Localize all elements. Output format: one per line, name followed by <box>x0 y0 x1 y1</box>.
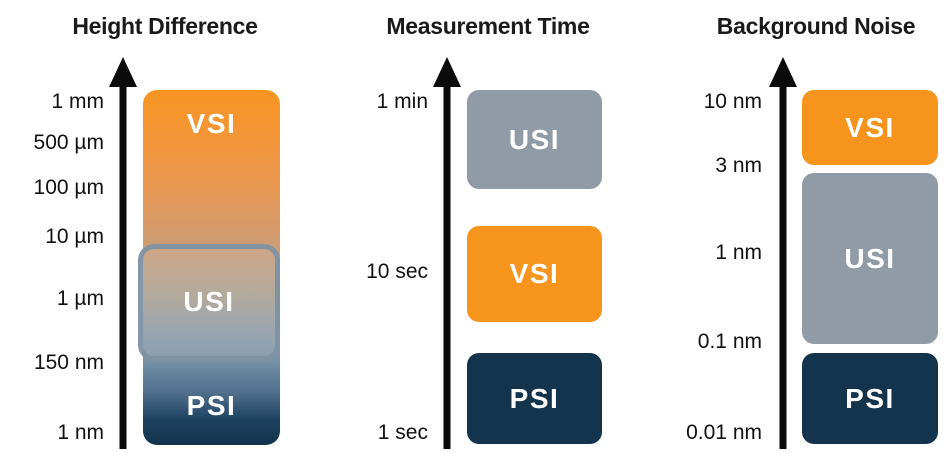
panel-title-background-noise: Background Noise <box>716 13 916 39</box>
axis-up-arrow-icon <box>769 57 797 449</box>
axis-tick-label: 10 µm <box>45 225 104 248</box>
usi-block: USI <box>802 173 938 344</box>
panel-title-measurement-time: Measurement Time <box>386 13 590 39</box>
axis-tick-label: 0.01 nm <box>686 421 762 444</box>
axis-tick-label: 1 nm <box>57 421 104 444</box>
psi-range-label: PSI <box>186 390 237 421</box>
axis-tick-label: 500 µm <box>33 131 104 154</box>
vsi-block: VSI <box>467 226 602 322</box>
axis-tick-label: 3 nm <box>715 154 762 177</box>
usi-block: USI <box>467 90 602 189</box>
axis-tick-label: 1 nm <box>715 241 762 264</box>
panel-title-height-difference: Height Difference <box>72 13 258 39</box>
axis-up-arrow-icon <box>433 57 461 449</box>
psi-block-label: PSI <box>845 382 895 414</box>
axis-tick-label: 150 nm <box>33 351 104 374</box>
vsi-range-label: VSI <box>186 108 237 139</box>
usi-block-label: USI <box>508 123 561 155</box>
axis-tick-label: 10 nm <box>703 90 762 113</box>
psi-block-label: PSI <box>509 382 560 414</box>
vsi-block-label: VSI <box>845 111 895 143</box>
axis-tick-label: 1 min <box>376 90 428 113</box>
axis-tick-label: 10 sec <box>366 260 428 283</box>
axis-tick-label: 100 µm <box>33 176 104 199</box>
axis-tick-label: 1 mm <box>51 90 105 113</box>
psi-block: PSI <box>802 353 938 444</box>
axis-tick-label: 1 sec <box>377 421 428 444</box>
axis-tick-label: 1 µm <box>56 287 104 310</box>
axis-tick-label: 0.1 nm <box>697 330 762 353</box>
vsi-block: VSI <box>802 90 938 165</box>
usi-range-overlay <box>138 244 280 361</box>
vsi-block-label: VSI <box>509 258 560 289</box>
psi-block: PSI <box>467 353 602 444</box>
height-range-gradient-bar <box>143 90 280 445</box>
usi-block-label: USI <box>844 242 896 274</box>
axis-up-arrow-icon <box>109 57 137 449</box>
usi-range-label: USI <box>183 286 235 317</box>
